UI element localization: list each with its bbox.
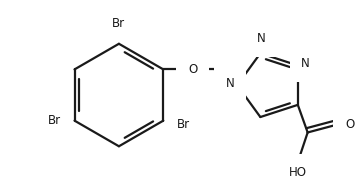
Text: N: N [226, 77, 235, 90]
Text: Br: Br [112, 17, 126, 30]
Text: Br: Br [177, 118, 190, 131]
Text: HO: HO [289, 166, 307, 179]
Text: O: O [188, 63, 198, 76]
Text: N: N [301, 57, 310, 70]
Text: O: O [345, 118, 355, 131]
Text: Br: Br [48, 114, 61, 127]
Text: N: N [257, 32, 266, 45]
